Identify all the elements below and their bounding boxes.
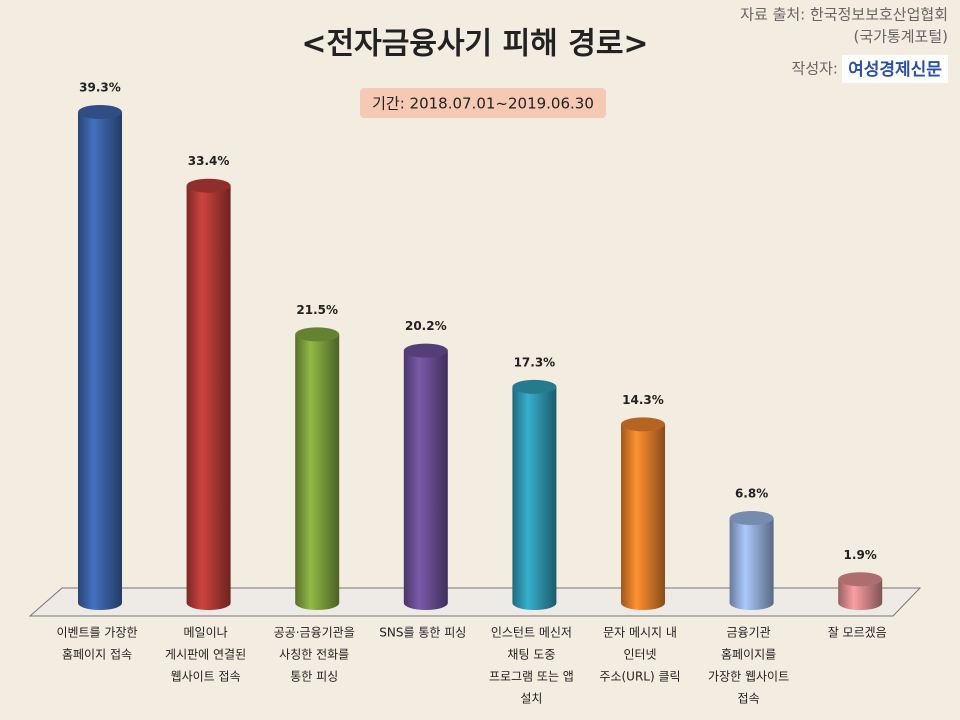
bar-top [295, 327, 340, 342]
logo-box [842, 55, 948, 83]
bar [838, 572, 883, 610]
value-label: 1.9% [844, 548, 877, 562]
x-tick-label: 게시판에 연결된 [165, 648, 246, 662]
bar [78, 105, 122, 610]
x-tick-label: 잘 모르겠음 [828, 626, 887, 640]
source: (국가통계포털) [853, 28, 948, 46]
bar-top [729, 511, 774, 526]
x-tick-label: 통한 피싱 [290, 670, 338, 684]
x-tick-label: SNS를 통한 피싱 [379, 626, 466, 640]
bar [621, 417, 665, 610]
x-tick-label: 가장한 웹사이트 [708, 670, 789, 684]
bar-top [838, 572, 883, 587]
bar-top [78, 105, 122, 119]
bar-top [512, 379, 557, 394]
x-tick-label: 웹사이트 접속 [171, 670, 241, 684]
bar-body [512, 386, 557, 603]
bar [512, 379, 557, 610]
bar-top [186, 178, 231, 193]
floor [28, 587, 922, 617]
bar [295, 327, 340, 610]
x-tick-label: 인스턴트 메신저 [491, 626, 572, 640]
x-tick-label: 공공·금융기관을 [274, 626, 355, 640]
x-tick-label: 홈페이지를 [721, 648, 776, 662]
bar-body [621, 424, 665, 603]
period-box [360, 88, 606, 118]
value-label: 20.2% [405, 319, 447, 333]
value-label: 33.4% [188, 154, 230, 168]
value-label: 6.8% [735, 487, 768, 501]
x-tick-label: 주소(URL) 클릭 [599, 670, 680, 684]
x-tick-label: 설치 [520, 692, 542, 706]
x-tick-label: 접속 [738, 692, 760, 706]
author-label: 작성자: [792, 60, 838, 78]
x-tick-label: 프로그램 또는 앱 [489, 670, 574, 684]
x-tick-label: 홈페이지 접속 [62, 648, 132, 662]
author: 여성경제신문 [848, 60, 942, 80]
x-tick-label: 인터넷 [623, 648, 656, 662]
bar-top [403, 343, 448, 358]
source: 자료 출처: 한국정보보호산업협회 [740, 6, 948, 24]
x-tick-label: 사칭한 전화를 [279, 648, 349, 662]
bar [729, 511, 774, 610]
bar-top [621, 417, 665, 432]
value-label: 21.5% [296, 303, 338, 317]
bar-body [295, 334, 340, 603]
x-tick-label: 문자 메시지 내 [603, 626, 677, 640]
x-tick-label: 메일이나 [184, 626, 228, 640]
bar [186, 178, 231, 610]
bar-body [403, 350, 448, 603]
value-label: 14.3% [622, 393, 664, 407]
value-label: 39.3% [79, 81, 121, 95]
x-tick-label: 채팅 도중 [507, 648, 555, 662]
bar-body [729, 518, 774, 603]
x-tick-label: 이벤트를 가장한 [56, 626, 137, 640]
x-tick-label: 금융기관 [727, 626, 771, 640]
chart-title: <전자금융사기 피해 경로> [301, 27, 648, 62]
bar [403, 343, 448, 610]
value-label: 17.3% [514, 355, 556, 369]
bar-body [78, 112, 122, 603]
bar-body [186, 185, 231, 603]
period: 기간: 2018.07.01~2019.06.30 [372, 95, 594, 113]
